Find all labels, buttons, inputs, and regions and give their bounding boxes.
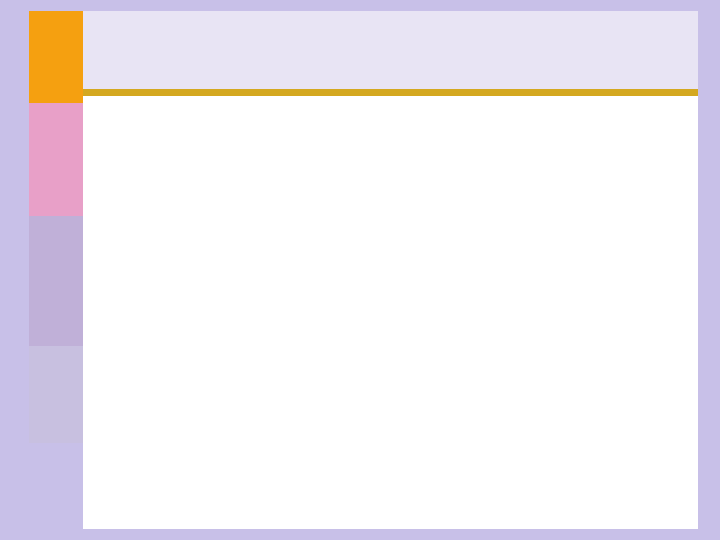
Text: •: •: [104, 216, 120, 242]
Text: Term Structure of Interest Rates: Term Structure of Interest Rates: [104, 44, 588, 70]
Text: •: •: [104, 316, 120, 342]
Text: – Normal – upward-sloping, long-term yields are
   higher than short-term yields: – Normal – upward-sloping, long-term yie…: [137, 392, 556, 434]
Text: It is important to recognize that we pull out the
effect of default risk, differ: It is important to recognize that we pul…: [119, 216, 598, 261]
Text: – Inverted – downward-sloping, long-term yields are
   lower than short-term yie: – Inverted – downward-sloping, long-term…: [137, 462, 590, 504]
Text: Yield curve – graphical representation of the
term structure: Yield curve – graphical representation o…: [119, 316, 567, 361]
Text: •: •: [104, 116, 120, 142]
Text: Term structure is the relationship between time
to maturity and yields, all else: Term structure is the relationship betwe…: [119, 116, 599, 161]
